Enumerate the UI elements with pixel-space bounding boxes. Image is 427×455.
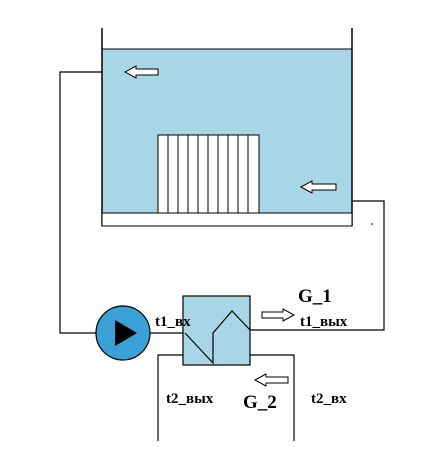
flow-arrow-left-upper-icon: [123, 65, 159, 79]
label-t2-in: t2_вх: [311, 391, 347, 407]
pipe-exchanger-to-tank-inlet: [250, 200, 385, 331]
stray-dot: [371, 223, 373, 225]
pump-icon: [95, 305, 151, 361]
heat-exchanger-icon: [182, 295, 251, 366]
flow-arrow-left-g2-icon: [253, 373, 289, 387]
radiator: [157, 134, 260, 214]
label-g2: G_2: [243, 392, 277, 413]
pipe-secondary-outlet: [157, 354, 183, 441]
flow-arrow-left-lower-icon: [299, 180, 337, 194]
pipe-secondary-inlet: [250, 354, 295, 441]
label-t2-out: t2_вых: [166, 391, 214, 407]
pipe-tank-outlet-to-pump: [59, 71, 102, 334]
flow-arrow-right-g1-icon: [261, 308, 296, 322]
label-g1: G_1: [298, 286, 332, 307]
tank-bottom-slab: [101, 212, 353, 227]
label-t1-in: t1_вх: [155, 314, 191, 330]
label-t1-out: t1_вых: [300, 314, 348, 330]
